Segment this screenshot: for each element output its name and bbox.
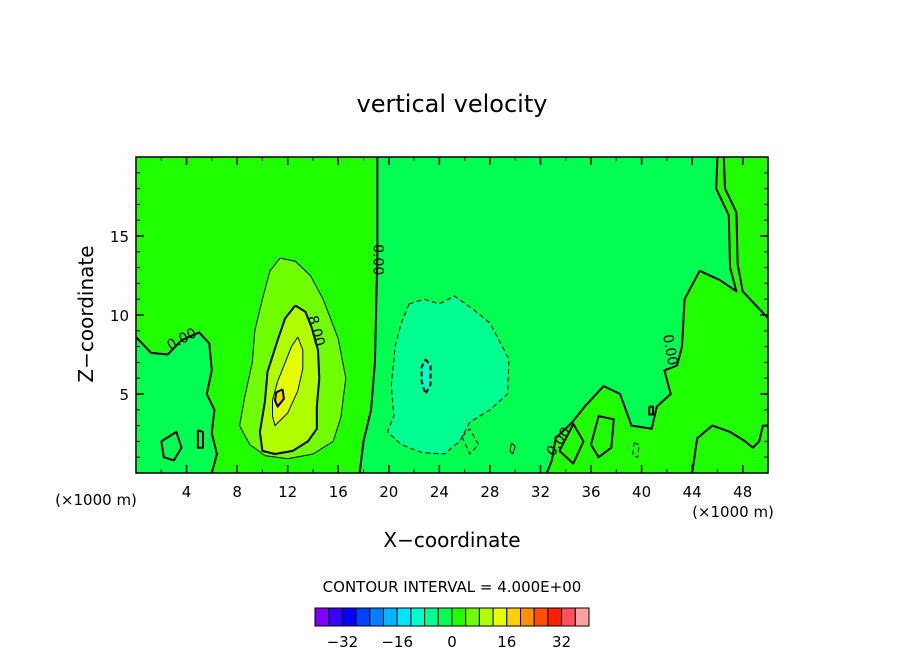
x-tick-label: 40 (632, 483, 651, 501)
x-tick-label: 16 (329, 483, 348, 501)
colorbar-swatch (547, 607, 563, 627)
contour-label: 8.00 (304, 314, 328, 348)
colorbar-tick-label: 0 (447, 633, 457, 651)
colorbar-tick-label: 16 (497, 633, 516, 651)
contour-eight (258, 304, 321, 455)
band-neg12-to-neg8 (421, 359, 431, 394)
colorbar-swatch (314, 607, 330, 627)
x-tick-label: 4 (182, 483, 192, 501)
chart-title: vertical velocity (357, 90, 548, 118)
contour-zero-middle (358, 157, 379, 473)
contour-neg8 (420, 358, 432, 395)
band-16-to-20 (275, 389, 284, 407)
contour-small-loop-6 (648, 405, 654, 416)
contour-twelve (272, 336, 304, 427)
x-tick-label: 8 (232, 483, 242, 501)
contour-neg4 (387, 295, 510, 455)
colorbar-swatch (424, 607, 439, 627)
contour-label: 0.00 (370, 244, 386, 275)
colorbar-swatch (383, 607, 398, 627)
contour-label: 0.00 (659, 333, 680, 366)
band-0-to-4-right (723, 157, 768, 319)
x-tick-label: 36 (581, 483, 600, 501)
x-axis-label: X−coordinate (383, 528, 520, 552)
contour-zero-far-right (722, 157, 768, 319)
colorbar-swatch (369, 607, 384, 627)
x-tick-label: 32 (531, 483, 550, 501)
colorbar-swatch (520, 607, 535, 627)
band-neg4-to-0-right (508, 157, 737, 473)
colorbar-swatch (396, 607, 412, 627)
x-unit-right: (×1000 m) (692, 503, 774, 521)
colorbar-swatch (506, 607, 521, 627)
y-axis-label: Z−coordinate (74, 245, 98, 382)
x-axis-ticks: 4 8 12 16 20 24 28 32 36 40 44 48 (160, 157, 752, 501)
contour-small-loop-4 (558, 423, 585, 465)
colorbar-swatch (492, 607, 508, 627)
x-tick-label: 20 (379, 483, 398, 501)
colorbar: −32 −16 0 16 32 (314, 607, 590, 651)
colorbar-swatch (465, 607, 480, 627)
contour-zero-left (136, 331, 218, 473)
y-tick-label: 15 (110, 228, 129, 246)
contour-small-loop-8 (461, 428, 479, 455)
y-tick-label: 10 (110, 307, 129, 325)
colorbar-swatch (355, 607, 371, 627)
colorbar-swatch (533, 607, 549, 627)
x-tick-label: 24 (430, 483, 449, 501)
colorbar-tick-label: 32 (552, 633, 571, 651)
band-neg4-to-0-left (136, 332, 217, 473)
colorbar-swatch (410, 607, 426, 627)
contour-lines (136, 157, 768, 473)
x-tick-label: 48 (733, 483, 752, 501)
y-axis-ticks: 5 10 15 (110, 172, 768, 458)
colorbar-tick-label: −32 (327, 633, 359, 651)
contour-small-loop-3 (509, 442, 516, 455)
colorbar-swatch (328, 607, 343, 627)
contour-small-loop-2 (196, 429, 204, 449)
contour-small-loop-7 (632, 442, 640, 458)
y-tick-label: 5 (119, 386, 129, 404)
colorbar-tick-label: −16 (381, 633, 413, 651)
x-tick-label: 44 (683, 483, 702, 501)
colorbar-swatch (451, 607, 467, 627)
contour-small-loop-1 (160, 430, 183, 462)
colorbar-swatch (478, 607, 494, 627)
colorbar-swatch (561, 607, 576, 627)
contour-small-loop-5 (590, 415, 615, 459)
contour-zero-right (545, 157, 738, 473)
contour-four (239, 257, 347, 460)
x-unit-left: (×1000 m) (55, 491, 137, 509)
x-tick-label: 12 (278, 483, 297, 501)
colorbar-swatch (437, 607, 453, 627)
plot-area (136, 157, 768, 473)
x-tick-label: 28 (480, 483, 499, 501)
contour-interval: CONTOUR INTERVAL = 4.000E+00 (323, 578, 582, 596)
band-0-to-4-lower-right (692, 425, 768, 473)
band-neg8-to-neg4 (387, 296, 509, 454)
colorbar-swatch (341, 607, 357, 627)
contour-sixteen (274, 388, 285, 408)
colorbar-swatch (574, 607, 590, 627)
contour-zero-lower-right (691, 424, 768, 473)
